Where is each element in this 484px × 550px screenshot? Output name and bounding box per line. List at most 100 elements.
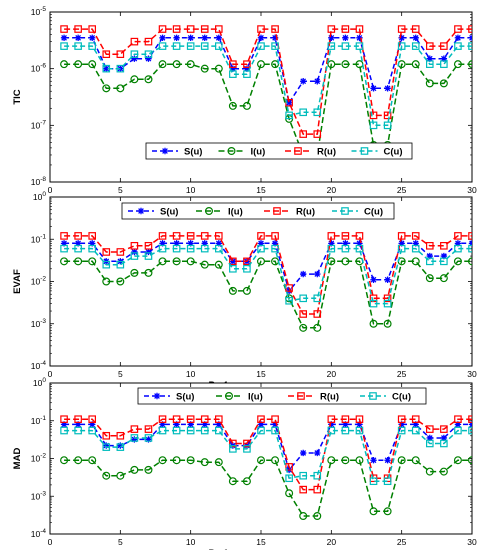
data-point [158, 60, 167, 69]
data-point [102, 50, 111, 59]
data-point [60, 42, 68, 50]
data-point [440, 241, 448, 250]
data-point [341, 232, 350, 240]
data-point [454, 415, 462, 423]
data-point [200, 42, 209, 50]
data-point [313, 485, 322, 494]
data-point [397, 456, 406, 465]
data-point [425, 467, 434, 476]
data-point [243, 445, 251, 453]
data-point [440, 42, 448, 50]
data-point [468, 232, 472, 240]
legend: S(u) I(u) R(u) C(u) [145, 142, 413, 160]
data-point [271, 34, 279, 42]
y-tick-label: 10-1 [31, 415, 47, 426]
data-point [257, 232, 265, 240]
data-point [341, 415, 350, 423]
data-point [172, 456, 181, 465]
data-point [341, 244, 350, 253]
data-point [341, 42, 350, 50]
chart-panel-2: 05101520253010-410-310-210-1100Performan… [12, 191, 477, 391]
data-point [173, 421, 180, 428]
data-point [102, 443, 111, 451]
data-point [88, 244, 97, 253]
data-point [74, 42, 82, 50]
series-line [64, 247, 472, 305]
data-point [74, 34, 82, 42]
data-point [103, 65, 110, 72]
data-point [384, 276, 391, 283]
data-point [200, 232, 209, 240]
data-point [186, 42, 195, 50]
data-point [215, 415, 223, 423]
data-point [116, 260, 125, 269]
data-point [116, 50, 125, 59]
data-point [411, 25, 420, 33]
data-point [243, 257, 251, 266]
data-point [214, 260, 223, 269]
data-point [116, 277, 125, 286]
data-point [200, 25, 209, 33]
data-point [257, 244, 265, 253]
data-point [397, 426, 406, 435]
data-point [425, 274, 434, 283]
x-tick-label: 25 [397, 185, 407, 195]
data-point [242, 286, 251, 295]
data-point [412, 34, 419, 42]
data-point [397, 42, 406, 50]
data-point [439, 274, 448, 283]
data-point [383, 111, 392, 120]
data-point [158, 232, 167, 240]
chart-panel-3: 0 5 10 15 20 25 30 10-4 10-3 10-2 10-1 100 Performan… [12, 377, 477, 550]
data-point [200, 244, 209, 253]
data-point [426, 425, 434, 433]
data-point [60, 244, 68, 253]
data-point [453, 60, 462, 69]
data-point [159, 34, 166, 42]
data-point [468, 244, 472, 253]
data-point [454, 25, 462, 33]
data-point [468, 42, 472, 50]
data-point [356, 421, 363, 428]
data-point [88, 25, 97, 33]
data-point [369, 299, 378, 308]
data-point [370, 276, 377, 283]
y-axis-label: TIC [12, 89, 23, 104]
data-point [313, 310, 322, 318]
data-point [369, 319, 378, 328]
data-point [355, 25, 364, 33]
data-point [454, 421, 462, 428]
x-tick-label: 20 [327, 537, 337, 547]
data-point [130, 50, 139, 59]
y-tick-label: 10-4 [31, 360, 47, 371]
data-point [215, 421, 222, 428]
data-point [116, 64, 125, 73]
data-point [243, 65, 251, 72]
data-point [144, 50, 153, 59]
data-point [369, 121, 378, 130]
data-point [130, 425, 139, 433]
data-point [328, 34, 335, 42]
data-point [313, 323, 322, 332]
data-point [355, 244, 364, 253]
data-point [102, 260, 111, 269]
data-point [384, 85, 391, 92]
legend-swatch-marker [225, 392, 234, 401]
data-point [341, 25, 350, 33]
data-point [144, 465, 153, 474]
data-point [285, 474, 293, 483]
data-point [299, 485, 308, 494]
data-point [299, 294, 308, 303]
data-point [74, 257, 83, 266]
data-point [159, 240, 166, 247]
data-point [453, 456, 462, 465]
data-point [186, 426, 195, 435]
y-tick-label: 10-3 [31, 318, 47, 329]
data-point [186, 25, 195, 33]
data-point [468, 415, 472, 423]
data-point [186, 257, 195, 266]
data-point [397, 232, 406, 240]
data-point [313, 108, 322, 117]
data-point [215, 426, 223, 435]
